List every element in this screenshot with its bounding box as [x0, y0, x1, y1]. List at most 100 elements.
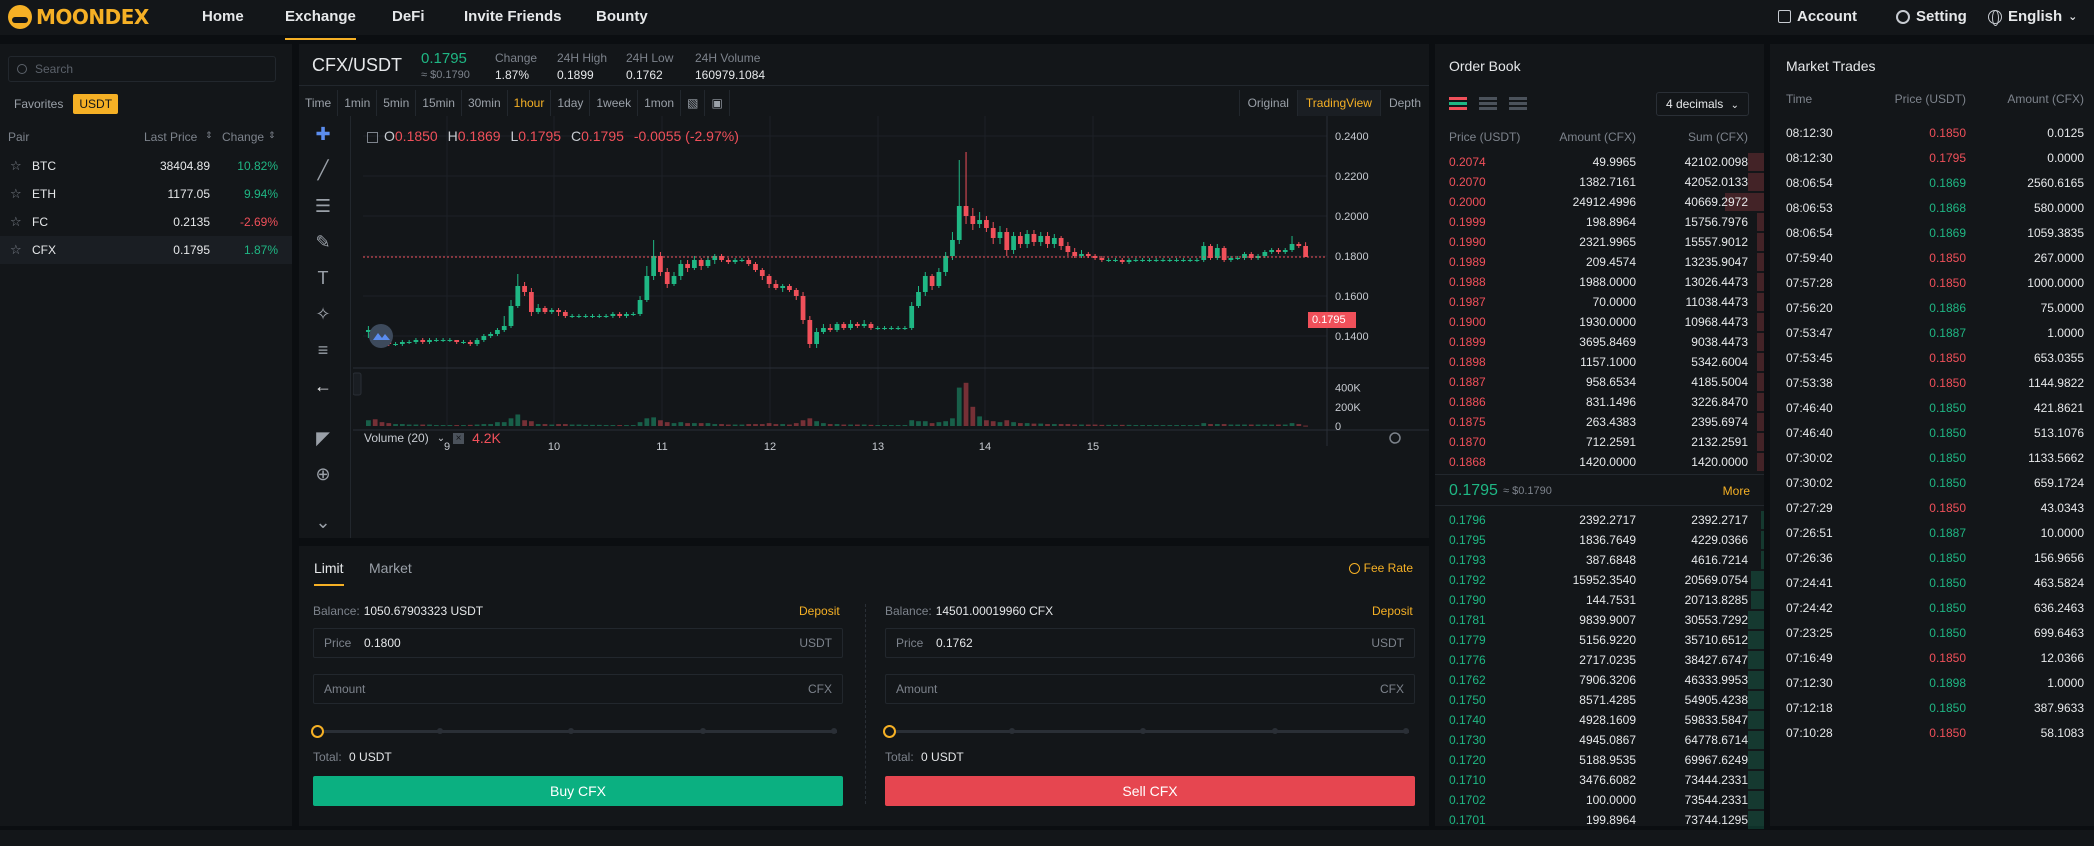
timeframe-1min[interactable]: 1min — [338, 90, 378, 116]
bid-row[interactable]: 0.1710 3476.6082 73444.2331 — [1435, 770, 1764, 790]
sell-amount-field[interactable]: CFX — [885, 674, 1415, 704]
candlestick-chart[interactable]: 0.2400 0.2200 0.2000 0.1800 0.1600 0.1400 9 10 1… — [353, 116, 1429, 536]
language-menu[interactable]: English ⌄ — [1988, 8, 2077, 26]
collapse-icon[interactable] — [367, 131, 378, 143]
pair-row-btc[interactable]: ☆ BTC 38404.89 10.82% — [0, 152, 292, 180]
ask-row[interactable]: 0.1900 1930.0000 10968.4473 — [1435, 312, 1764, 332]
star-icon[interactable]: ☆ — [10, 214, 22, 229]
logo[interactable]: MOONDEX — [8, 4, 149, 30]
sell-deposit-link[interactable]: Deposit — [1372, 604, 1413, 618]
search-input[interactable] — [35, 62, 255, 76]
buy-price-field[interactable]: Price USDT — [313, 628, 843, 658]
timeframe-15min[interactable]: 15min — [416, 90, 462, 116]
bid-row[interactable]: 0.1792 15952.3540 20569.0754 — [1435, 570, 1764, 590]
bid-row[interactable]: 0.1776 2717.0235 38427.6747 — [1435, 650, 1764, 670]
tab-favorites[interactable]: Favorites — [14, 97, 64, 111]
ask-row[interactable]: 0.1988 1988.0000 13026.4473 — [1435, 272, 1764, 292]
view-tradingview[interactable]: TradingView — [1296, 90, 1380, 116]
crosshair-icon[interactable]: ✚ — [315, 124, 331, 144]
setting-menu[interactable]: Setting — [1896, 8, 1967, 25]
buy-amount-slider[interactable] — [311, 724, 837, 738]
more-link[interactable]: More — [1722, 484, 1750, 498]
star-icon[interactable]: ☆ — [10, 158, 22, 173]
timeframe-time[interactable]: Time — [299, 90, 339, 116]
indicator-icon[interactable]: ▧ — [681, 90, 706, 116]
nav-defi[interactable]: DeFi — [392, 8, 425, 25]
bid-row[interactable]: 0.1740 4928.1609 59833.5847 — [1435, 710, 1764, 730]
ask-row[interactable]: 0.2074 49.9965 42102.0098 — [1435, 152, 1764, 172]
ask-row[interactable]: 0.1989 209.4574 13235.9047 — [1435, 252, 1764, 272]
book-bids-icon[interactable] — [1479, 97, 1497, 111]
nav-home[interactable]: Home — [202, 8, 244, 25]
ask-row[interactable]: 0.1887 958.6534 4185.5004 — [1435, 372, 1764, 392]
slider-step[interactable] — [1403, 728, 1409, 734]
header-pair[interactable]: Pair — [8, 130, 30, 144]
pair-row-cfx[interactable]: ☆ CFX 0.1795 1.87% — [0, 236, 292, 264]
tab-market[interactable]: Market — [369, 560, 412, 576]
slider-step[interactable] — [1008, 728, 1015, 734]
ask-row[interactable]: 0.1999 198.8964 15756.7976 — [1435, 212, 1764, 232]
ask-row[interactable]: 0.2070 1382.7161 42052.0133 — [1435, 172, 1764, 192]
ruler-icon[interactable]: ◤ — [316, 428, 330, 448]
buy-price-input[interactable] — [364, 636, 800, 650]
volume-indicator-label[interactable]: Volume (20) — [364, 431, 429, 445]
nav-invite-friends[interactable]: Invite Friends — [464, 8, 562, 25]
bid-row[interactable]: 0.1790 144.7531 20713.8285 — [1435, 590, 1764, 610]
header-change[interactable]: Change — [222, 130, 265, 144]
buy-amount-field[interactable]: CFX — [313, 674, 843, 704]
bid-row[interactable]: 0.1762 7906.3206 46333.9953 — [1435, 670, 1764, 690]
sell-amount-slider[interactable] — [883, 724, 1409, 738]
header-last-price[interactable]: Last Price — [144, 130, 198, 144]
view-depth[interactable]: Depth — [1379, 90, 1429, 116]
chevron-down-icon[interactable]: ⌄ — [436, 432, 446, 444]
slider-knob[interactable] — [883, 725, 896, 738]
sort-icon[interactable]: ⇕ — [268, 130, 276, 140]
timeframe-1hour[interactable]: 1hour — [508, 90, 552, 116]
close-icon[interactable]: × — [453, 432, 465, 444]
bid-row[interactable]: 0.1781 9839.9007 30553.7292 — [1435, 610, 1764, 630]
ask-row[interactable]: 0.1886 831.1496 3226.8470 — [1435, 392, 1764, 412]
timeframe-30min[interactable]: 30min — [462, 90, 508, 116]
bid-row[interactable]: 0.1701 199.8964 73744.1295 — [1435, 810, 1764, 830]
decimals-select[interactable]: 4 decimals ⌄ — [1656, 92, 1749, 116]
slider-step[interactable] — [831, 728, 837, 734]
fee-rate-link[interactable]: Fee Rate — [1348, 561, 1413, 575]
ask-row[interactable]: 0.1875 263.4383 2395.6974 — [1435, 412, 1764, 432]
bid-row[interactable]: 0.1796 2392.2717 2392.2717 — [1435, 510, 1764, 530]
sell-price-input[interactable] — [936, 636, 1372, 650]
bid-row[interactable]: 0.1795 1836.7649 4229.0366 — [1435, 530, 1764, 550]
timeframe-1day[interactable]: 1day — [551, 90, 591, 116]
slider-knob[interactable] — [311, 725, 324, 738]
trend-line-icon[interactable]: ╱ — [317, 160, 329, 180]
view-original[interactable]: Original — [1238, 90, 1297, 116]
nav-bounty[interactable]: Bounty — [596, 8, 648, 25]
pair-row-fc[interactable]: ☆ FC 0.2135 -2.69% — [0, 208, 292, 236]
ask-row[interactable]: 0.1899 3695.8469 9038.4473 — [1435, 332, 1764, 352]
magnet-icon[interactable]: ⌄ — [315, 512, 331, 532]
bid-row[interactable]: 0.1793 387.6848 4616.7214 — [1435, 550, 1764, 570]
search-box[interactable] — [8, 56, 276, 82]
pair-row-eth[interactable]: ☆ ETH 1177.05 9.94% — [0, 180, 292, 208]
timeframe-5min[interactable]: 5min — [377, 90, 417, 116]
buy-amount-input[interactable] — [324, 682, 808, 696]
ask-row[interactable]: 0.1987 70.0000 11038.4473 — [1435, 292, 1764, 312]
buy-button[interactable]: Buy CFX — [313, 776, 843, 806]
brush-icon[interactable]: ✎ — [315, 232, 331, 252]
slider-step[interactable] — [568, 728, 574, 734]
star-icon[interactable]: ☆ — [10, 186, 22, 201]
bid-row[interactable]: 0.1779 5156.9220 35710.6512 — [1435, 630, 1764, 650]
account-menu[interactable]: Account — [1778, 8, 1857, 25]
pair-symbol[interactable]: CFX/USDT — [312, 55, 402, 75]
measure-icon[interactable]: ≡ — [317, 340, 329, 360]
book-both-icon[interactable] — [1449, 97, 1467, 111]
sort-icon[interactable]: ⇕ — [205, 130, 213, 140]
sell-button[interactable]: Sell CFX — [885, 776, 1415, 806]
slider-step[interactable] — [436, 728, 443, 734]
ask-row[interactable]: 0.1868 1420.0000 1420.0000 — [1435, 452, 1764, 472]
screenshot-icon[interactable]: ▣ — [705, 90, 730, 116]
nav-exchange[interactable]: Exchange — [285, 8, 356, 40]
pattern-icon[interactable]: ✧ — [315, 304, 331, 324]
slider-step[interactable] — [1140, 728, 1146, 734]
ask-row[interactable]: 0.1870 712.2591 2132.2591 — [1435, 432, 1764, 452]
bid-row[interactable]: 0.1730 4945.0867 64778.6714 — [1435, 730, 1764, 750]
